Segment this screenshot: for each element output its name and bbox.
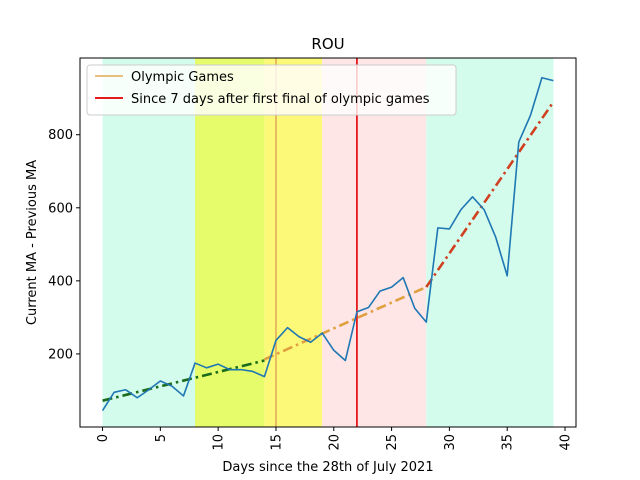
y-tick-label: 200 <box>48 347 73 362</box>
x-tick-label: 35 <box>501 434 516 451</box>
trend-line-2 <box>425 101 555 288</box>
chart-title: ROU <box>311 35 344 53</box>
y-tick-label: 800 <box>48 128 73 143</box>
legend-label-olympic-games: Olympic Games <box>131 70 234 85</box>
trend-line-0 <box>102 359 265 402</box>
trend-lines <box>102 101 555 402</box>
legend-box <box>86 64 457 116</box>
x-tick-label: 40 <box>559 434 574 451</box>
x-tick-label: 10 <box>212 434 227 451</box>
y-axis-label: Current MA - Previous MA <box>25 160 40 325</box>
x-axis-label: Days since the 28th of July 2021 <box>222 460 433 475</box>
x-tick-label: 25 <box>385 434 400 451</box>
shaded-region-0 <box>102 58 196 427</box>
plot-frame <box>79 57 577 428</box>
shaded-region-4 <box>426 58 554 427</box>
shaded-regions <box>102 58 554 427</box>
shaded-region-3 <box>322 58 427 427</box>
x-tick-label: 5 <box>154 434 169 442</box>
x-tick-label: 20 <box>327 434 342 451</box>
trend-line-1 <box>263 285 427 361</box>
y-axis: 200 400 600 800 <box>48 128 80 362</box>
x-tick-label: 0 <box>96 434 111 442</box>
y-tick-label: 400 <box>48 274 73 289</box>
shaded-region-1 <box>195 58 265 427</box>
series-line-0 <box>101 76 554 411</box>
legend: Olympic Games Since 7 days after first f… <box>86 64 457 116</box>
legend-label-since-7-days: Since 7 days after first final of olympi… <box>131 92 430 107</box>
data-series <box>101 76 554 411</box>
x-axis: 0 5 10 15 20 25 30 35 40 <box>96 427 574 451</box>
y-tick-label: 600 <box>48 201 73 216</box>
x-tick-label: 30 <box>443 434 458 451</box>
x-tick-label: 15 <box>269 434 284 451</box>
event-lines <box>275 58 358 427</box>
shaded-region-2 <box>264 58 323 427</box>
